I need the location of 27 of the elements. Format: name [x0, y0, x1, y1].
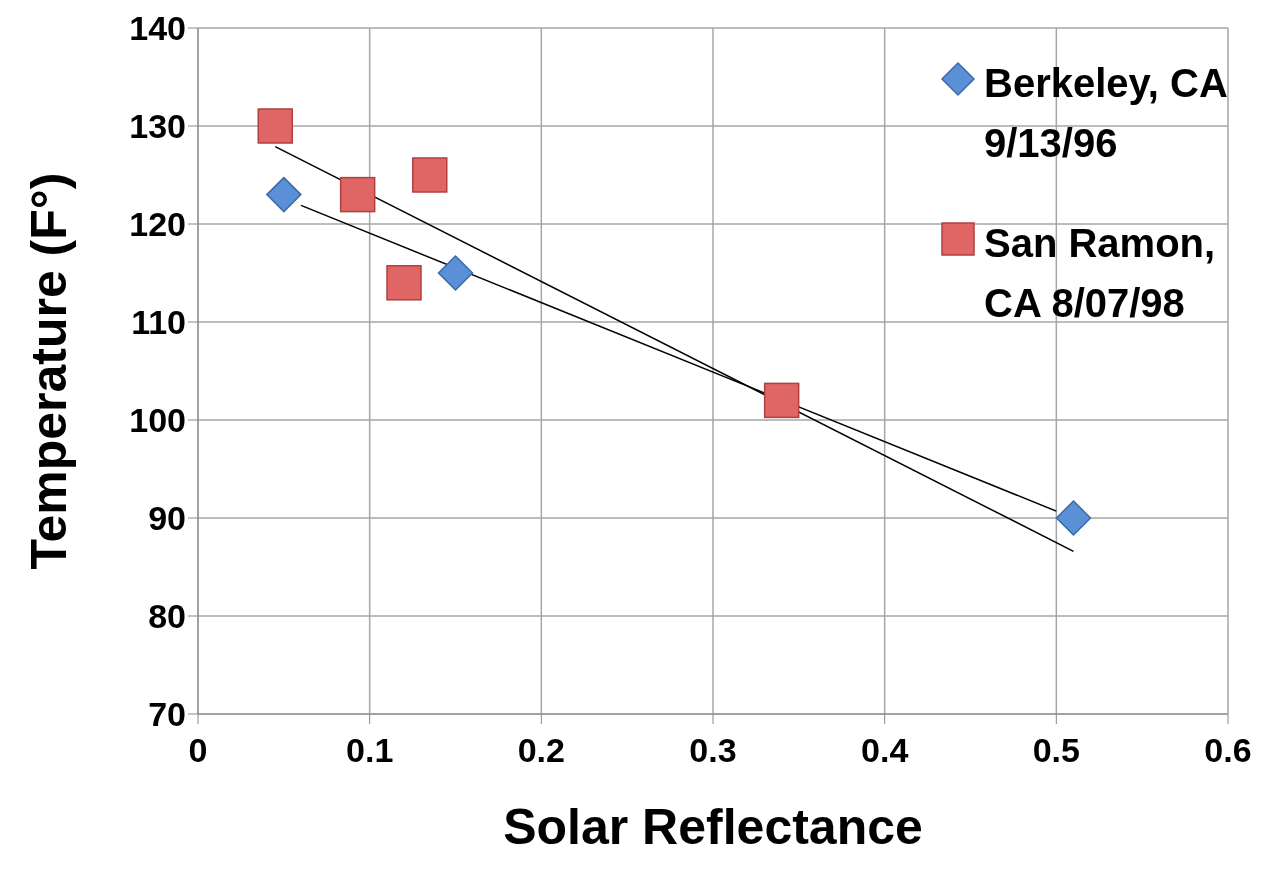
legend-label: Berkeley, CA 9/13/96 [984, 60, 1228, 167]
x-axis-title: Solar Reflectance [503, 799, 923, 855]
y-tick-label: 100 [129, 401, 186, 440]
y-tick-label: 70 [148, 695, 186, 734]
point [339, 176, 376, 213]
point [266, 176, 302, 213]
point [386, 265, 422, 301]
x-tick-label: 0.5 [1032, 731, 1080, 770]
y-tick-label: 140 [129, 9, 186, 48]
x-tick-label: 0.2 [517, 731, 565, 770]
legend-label: San Ramon, CA 8/07/98 [984, 220, 1217, 327]
point [1055, 500, 1092, 536]
x-tick-label: 0.1 [346, 731, 394, 770]
x-tick-label: 0 [188, 731, 208, 770]
x-tick-label: 0.6 [1204, 731, 1252, 770]
y-axis-title: Temperature (F°) [20, 172, 77, 570]
y-tick-label: 80 [148, 597, 186, 636]
y-tick-label: 120 [129, 205, 186, 244]
x-tick-label: 0.3 [689, 731, 737, 770]
y-tick-label: 110 [131, 303, 186, 342]
point [412, 157, 448, 193]
y-tick-label: 90 [148, 499, 186, 538]
x-tick-label: 0.4 [861, 731, 909, 770]
y-tick-label: 130 [129, 107, 186, 146]
point [257, 108, 293, 144]
point [763, 382, 800, 419]
point [437, 255, 474, 291]
